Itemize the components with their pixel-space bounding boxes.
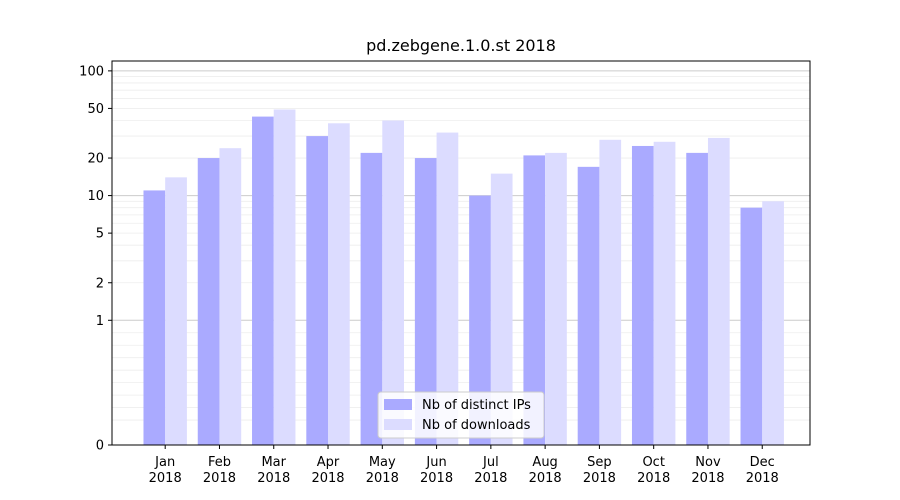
bar-distinct-ips <box>252 116 274 445</box>
x-tick-label-line: Aug <box>532 455 557 470</box>
x-tick-label-line: 2018 <box>691 471 724 486</box>
y-tick-label: 2 <box>96 276 104 291</box>
bar-distinct-ips <box>360 152 383 445</box>
x-tick-label-line: Oct <box>642 455 664 470</box>
bar-distinct-ips <box>306 136 329 446</box>
y-tick-label: 1 <box>96 314 104 329</box>
bar-downloads <box>219 148 242 445</box>
x-tick-label-line: 2018 <box>746 471 779 486</box>
x-tick-label: Dec 2018 <box>746 455 779 486</box>
y-tick-label: 10 <box>87 189 104 204</box>
x-tick-label-line: 2018 <box>583 471 616 486</box>
x-tick-label: Apr 2018 <box>311 455 344 486</box>
x-tick-label-line: Jul <box>482 455 499 470</box>
bars-layer <box>143 109 784 446</box>
x-tick-label: Jan 2018 <box>149 455 182 486</box>
x-tick-label: Jul 2018 <box>474 455 507 486</box>
y-tick-label: 100 <box>79 64 104 79</box>
bar-downloads <box>165 177 187 445</box>
x-tick-label-line: May <box>369 455 396 470</box>
bar-downloads <box>273 109 296 445</box>
x-tick-label-line: Nov <box>695 455 721 470</box>
chart-title: pd.zebgene.1.0.st 2018 <box>366 36 556 55</box>
x-tick-label-line: Apr <box>317 455 340 470</box>
bar-distinct-ips <box>523 155 546 445</box>
legend: Nb of distinct IPs Nb of downloads <box>377 391 545 439</box>
bar-downloads <box>328 123 350 446</box>
bar-downloads <box>707 137 730 446</box>
x-tick-label-line: Mar <box>261 455 286 470</box>
bar-distinct-ips <box>631 145 654 446</box>
legend-swatch <box>384 419 412 430</box>
x-tick-label: Nov 2018 <box>691 455 724 486</box>
x-tick-label-line: 2018 <box>257 471 290 486</box>
bar-distinct-ips <box>197 158 220 445</box>
x-tick-label-line: Jun <box>425 455 446 470</box>
bar-downloads <box>382 120 405 445</box>
plot-frame <box>111 60 811 446</box>
x-tick-label: Aug 2018 <box>529 455 562 486</box>
x-tick-label: Jun 2018 <box>420 455 453 486</box>
x-tick-label-line: Dec <box>750 455 775 470</box>
bar-downloads <box>599 139 622 445</box>
bar-downloads <box>436 132 459 446</box>
legend-box <box>377 391 545 439</box>
y-tick-label: 20 <box>87 152 104 167</box>
y-tick-label: 0 <box>96 439 104 454</box>
bar-distinct-ips <box>740 207 763 445</box>
x-tick-label-line: Feb <box>208 455 231 470</box>
bar-distinct-ips <box>414 158 437 445</box>
x-tick-label: Sep 2018 <box>583 455 616 486</box>
x-tick-label-line: 2018 <box>149 471 182 486</box>
x-tick-label-line: Sep <box>587 455 612 470</box>
x-tick-label-line: 2018 <box>529 471 562 486</box>
x-tick-label: Mar 2018 <box>257 455 290 486</box>
bar-distinct-ips <box>686 152 708 445</box>
bar-distinct-ips <box>577 166 600 445</box>
legend-swatch <box>384 399 412 410</box>
bar-distinct-ips <box>469 195 491 445</box>
bar-distinct-ips <box>143 190 166 445</box>
x-tick-label-line: 2018 <box>637 471 670 486</box>
x-tick-label-line: 2018 <box>311 471 344 486</box>
bar-downloads <box>490 173 513 445</box>
y-tick-label: 5 <box>96 227 104 242</box>
x-tick-label-line: 2018 <box>366 471 399 486</box>
x-tick-label: May 2018 <box>366 455 399 486</box>
x-tick-label: Oct 2018 <box>637 455 670 486</box>
x-tick-label: Feb 2018 <box>203 455 236 486</box>
y-tick-label: 50 <box>87 102 104 117</box>
bar-downloads <box>545 152 567 445</box>
x-tick-label-line: 2018 <box>420 471 453 486</box>
legend-label: Nb of downloads <box>422 418 531 433</box>
x-tick-label-line: 2018 <box>474 471 507 486</box>
bar-downloads <box>762 201 784 445</box>
x-tick-label-line: 2018 <box>203 471 236 486</box>
legend-label: Nb of distinct IPs <box>422 398 531 413</box>
x-tick-label-line: Jan <box>154 455 175 470</box>
bar-downloads <box>653 141 676 445</box>
